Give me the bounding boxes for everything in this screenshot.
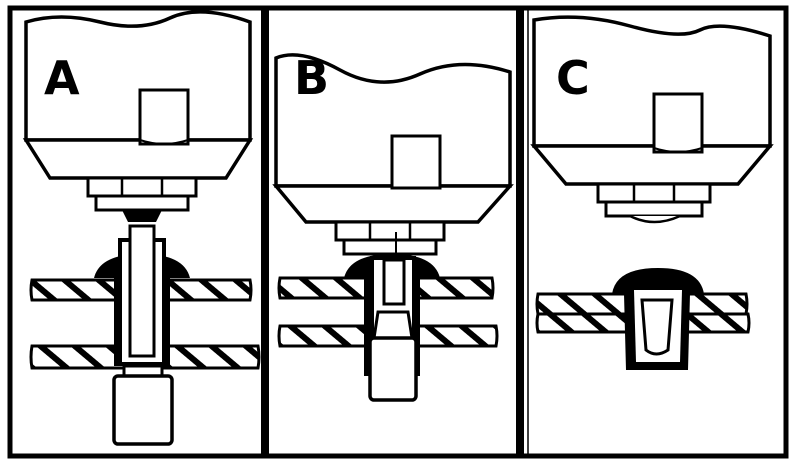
- panel-a: A: [22, 10, 261, 446]
- panel-a-mandrel: [112, 364, 174, 446]
- panel-c-label: C: [556, 51, 590, 105]
- panel-b-tool-head: [272, 53, 514, 224]
- panel-a-label: A: [44, 51, 80, 105]
- panel-c-tool-head: [530, 15, 774, 186]
- panel-a-tool-head: [22, 10, 254, 180]
- panel-a-rivet: [94, 224, 190, 366]
- divider-1: [261, 8, 269, 456]
- panel-b-nose-nut: [334, 220, 446, 270]
- divider-2: [516, 8, 524, 456]
- panel-b-mandrel: [368, 336, 418, 402]
- panel-b-label: B: [294, 51, 329, 105]
- panel-b: B: [272, 51, 514, 402]
- panel-b-plates: [277, 276, 499, 348]
- panel-c-set-rivet: [612, 268, 704, 370]
- panel-c-nose-nut: [596, 182, 712, 224]
- panel-a-nose-nut: [86, 176, 198, 222]
- panel-c: C: [530, 15, 774, 370]
